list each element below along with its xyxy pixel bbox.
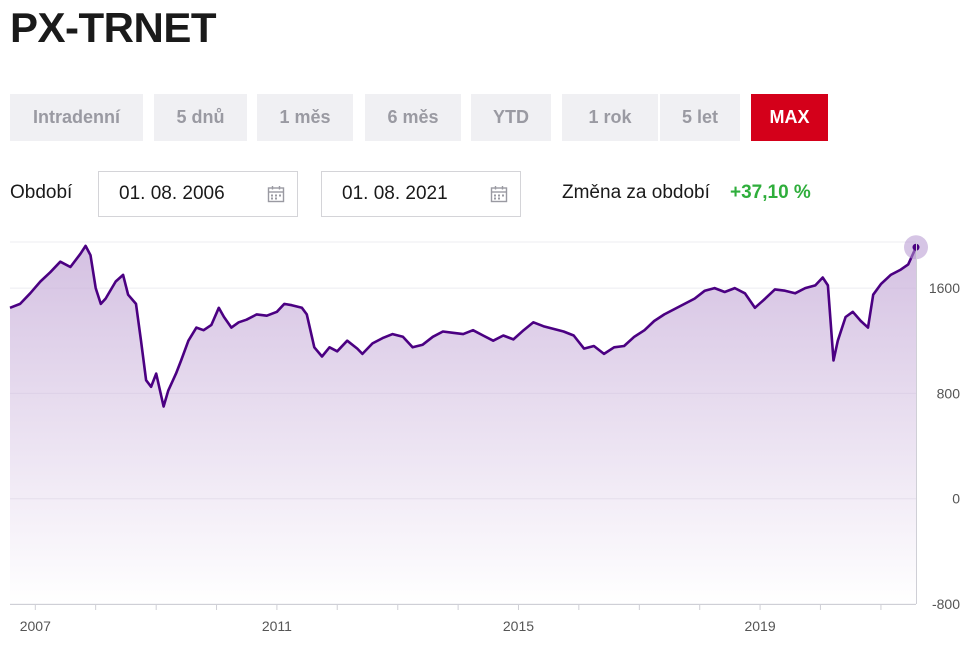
range-button-6m[interactable]: 6 měs (365, 94, 461, 141)
page-title: PX-TRNET (10, 4, 217, 51)
range-button-5y[interactable]: 5 let (660, 94, 740, 141)
x-tick-label: 2007 (20, 618, 51, 634)
range-button-intraday[interactable]: Intradenní (10, 94, 143, 141)
y-tick-label: 1600 (929, 280, 960, 296)
x-tick-label: 2011 (262, 618, 292, 634)
range-button-1y[interactable]: 1 rok (562, 94, 658, 141)
range-button-5d[interactable]: 5 dnů (154, 94, 247, 141)
date-to-field[interactable]: 01. 08. 2021 (321, 171, 521, 217)
range-button-ytd[interactable]: YTD (471, 94, 551, 141)
date-to-value: 01. 08. 2021 (342, 183, 448, 204)
price-area (10, 245, 916, 604)
price-line (9, 244, 918, 408)
period-label: Období (10, 182, 73, 203)
date-from-value: 01. 08. 2006 (119, 183, 225, 204)
change-value: +37,10 % (730, 182, 811, 203)
range-button-max[interactable]: MAX (751, 94, 828, 141)
y-tick-label: -800 (932, 596, 960, 612)
y-tick-label: 0 (952, 491, 960, 507)
x-tick-label: 2015 (503, 618, 534, 634)
price-chart[interactable]: -800 0 800 1600 2007 2011 2015 2019 (0, 232, 978, 647)
date-from-field[interactable]: 01. 08. 2006 (98, 171, 298, 217)
calendar-icon[interactable] (267, 185, 285, 203)
y-tick-label: 800 (937, 385, 961, 401)
change-label: Změna za období (562, 182, 710, 203)
calendar-icon[interactable] (490, 185, 508, 203)
x-tick-label: 2019 (744, 618, 775, 634)
range-button-1m[interactable]: 1 měs (257, 94, 353, 141)
